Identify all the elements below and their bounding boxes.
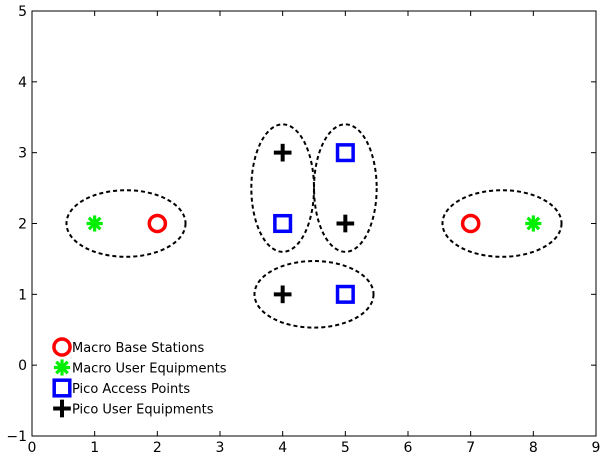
- x-tick-label: 6: [404, 440, 413, 456]
- asterisk-marker: [86, 215, 103, 232]
- square-marker: [335, 284, 355, 304]
- cluster-ellipses: [65, 123, 563, 329]
- legend-plus-icon: [53, 399, 71, 418]
- cluster-ellipse-4: [313, 123, 378, 253]
- legend: Macro Base Stations Macro User Equipments…: [52, 337, 227, 418]
- cluster-ellipse-1: [65, 189, 187, 258]
- data-markers: [86, 143, 542, 304]
- x-tick-label: 2: [153, 440, 162, 456]
- legend-label: Macro User Equipments: [72, 362, 227, 377]
- plus-marker: [273, 143, 292, 162]
- y-tick-label: −1: [6, 429, 27, 445]
- asterisk-marker: [525, 215, 542, 232]
- square-marker: [335, 143, 355, 163]
- y-tick-label: 3: [18, 146, 27, 162]
- x-tick-label: 7: [466, 440, 475, 456]
- legend-circle-icon: [52, 337, 72, 357]
- square-marker: [273, 213, 293, 234]
- legend-asterisk-icon: [53, 359, 71, 376]
- x-tick-label: 0: [28, 440, 37, 456]
- plus-marker: [273, 285, 292, 304]
- legend-label: Pico Access Points: [72, 382, 190, 397]
- y-tick-label: 5: [18, 4, 27, 20]
- cluster-ellipse-5: [253, 260, 375, 329]
- legend-item: Macro User Equipments: [53, 359, 227, 377]
- x-tick-label: 5: [341, 440, 350, 456]
- y-tick-label: 4: [18, 75, 27, 91]
- x-tick-label: 8: [529, 440, 538, 456]
- x-tick-label: 3: [216, 440, 225, 456]
- y-tick-label: 1: [18, 287, 27, 303]
- legend-label: Pico User Equipments: [72, 403, 214, 418]
- legend-label: Macro Base Stations: [72, 341, 204, 356]
- plus-marker: [336, 214, 355, 233]
- cluster-ellipse-2: [441, 189, 563, 258]
- legend-square-icon: [52, 378, 72, 398]
- x-tick-label: 4: [278, 440, 287, 456]
- legend-item: Pico User Equipments: [53, 399, 214, 418]
- y-tick-label: 0: [18, 358, 27, 374]
- y-tick-label: 2: [18, 217, 27, 233]
- x-tick-label: 1: [90, 440, 99, 456]
- legend-item: Macro Base Stations: [52, 337, 204, 357]
- legend-item: Pico Access Points: [52, 378, 190, 398]
- cluster-ellipse-3: [250, 123, 315, 253]
- circle-marker: [147, 213, 168, 234]
- circle-marker: [460, 213, 481, 234]
- x-tick-label: 9: [592, 440, 600, 456]
